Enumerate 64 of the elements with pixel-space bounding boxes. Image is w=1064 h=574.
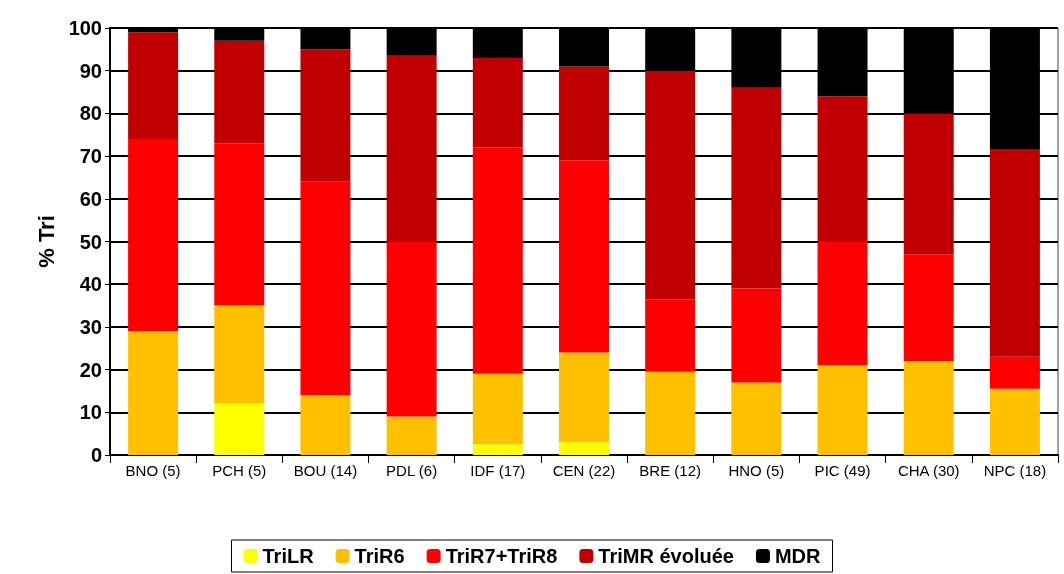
x-tick-label: CHA (30) <box>897 462 960 479</box>
x-tick-label: HNO (5) <box>728 462 785 479</box>
y-tick-label: 40 <box>79 273 102 296</box>
y-tick-label: 80 <box>79 102 102 125</box>
y-tick-label: 100 <box>68 17 102 39</box>
x-tick-label: PDL (6) <box>386 462 438 479</box>
legend-label: TriLR <box>262 545 315 567</box>
x-tick-label: BOU (14) <box>293 462 358 479</box>
bar <box>817 241 868 366</box>
x-tick-label: PIC (49) <box>814 462 871 479</box>
bar <box>214 403 265 455</box>
bar <box>559 352 609 443</box>
y-axis-title: % Tri <box>34 215 60 268</box>
bar <box>559 66 609 161</box>
bar <box>645 70 696 300</box>
bar <box>731 288 782 383</box>
x-tick-label: BRE (12) <box>639 462 702 479</box>
y-tick-label: 0 <box>90 444 102 466</box>
bar <box>817 96 868 242</box>
legend-label: TriR6 <box>354 545 405 567</box>
bar <box>128 32 179 140</box>
legend-label: MDR <box>774 545 822 567</box>
bar <box>559 442 609 455</box>
bar <box>386 55 437 242</box>
bar <box>817 365 868 455</box>
y-tick-label: 10 <box>79 401 102 424</box>
bar <box>645 299 696 372</box>
bar <box>472 147 523 374</box>
bar <box>472 444 523 455</box>
bar <box>214 40 265 144</box>
bar <box>989 388 1040 455</box>
x-tick-label: IDF (17) <box>470 462 526 479</box>
y-tick-label: 30 <box>79 315 102 338</box>
legend-label: TriMR évoluée <box>598 545 734 567</box>
bar <box>989 149 1040 357</box>
bar <box>214 143 265 306</box>
bar <box>731 87 782 289</box>
bar <box>903 113 954 255</box>
y-tick-label: 20 <box>79 358 102 381</box>
x-tick-label: PCH (5) <box>212 462 267 479</box>
bar <box>903 361 954 455</box>
bar <box>214 305 265 404</box>
bar <box>128 139 179 332</box>
x-tick-label: CEN (22) <box>552 462 616 479</box>
bar <box>300 395 351 455</box>
bar <box>731 382 782 455</box>
bar <box>645 371 696 455</box>
x-tick-label: NPC (18) <box>983 462 1047 479</box>
bar <box>559 160 609 353</box>
bar <box>386 241 437 417</box>
y-tick-label: 60 <box>79 187 102 210</box>
legend-label: TriR7+TriR8 <box>445 545 558 567</box>
x-tick-label: BNO (5) <box>125 462 181 479</box>
bar <box>903 254 954 362</box>
bar <box>300 181 351 396</box>
bar <box>386 416 437 455</box>
y-tick-label: 70 <box>79 145 102 168</box>
bar <box>472 373 523 445</box>
bar <box>472 57 523 148</box>
y-tick-label: 50 <box>79 230 102 253</box>
y-tick-label: 90 <box>79 59 102 82</box>
bar <box>300 49 351 182</box>
bar <box>989 356 1040 389</box>
bar <box>128 331 179 455</box>
